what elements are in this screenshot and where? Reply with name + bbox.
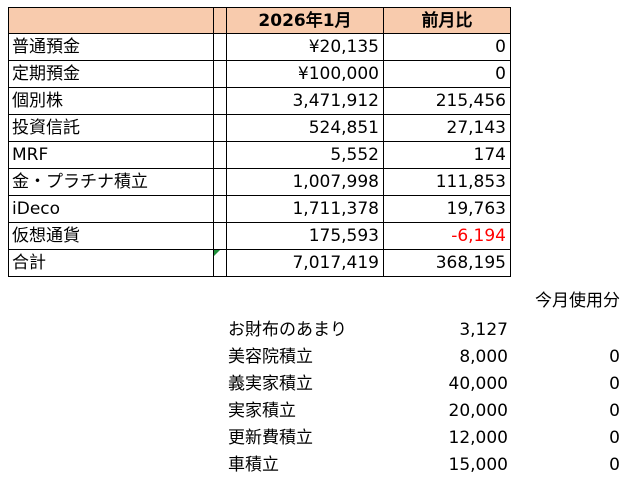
usage-item-amount[interactable]: 12,000 <box>448 428 508 448</box>
row-gap-cell[interactable] <box>214 115 227 142</box>
header-month-cell[interactable]: 2026年1月 <box>227 7 384 34</box>
row-value-cell[interactable]: ¥20,135 <box>227 34 384 61</box>
usage-item-amount[interactable]: 8,000 <box>459 347 508 367</box>
row-value-cell[interactable]: 524,851 <box>227 115 384 142</box>
usage-item-used[interactable]: 0 <box>609 374 620 394</box>
usage-item-name[interactable]: 義実家積立 <box>228 374 313 394</box>
usage-item-amount[interactable]: 15,000 <box>448 455 508 475</box>
row-gap-cell[interactable] <box>214 142 227 169</box>
row-diff-cell[interactable]: 0 <box>384 34 511 61</box>
usage-item-amount[interactable]: 40,000 <box>448 374 508 394</box>
row-name-cell[interactable]: 投資信託 <box>8 115 214 142</box>
row-diff-cell[interactable]: 27,143 <box>384 115 511 142</box>
usage-item-name[interactable]: 実家積立 <box>228 401 296 421</box>
usage-item-amount[interactable]: 20,000 <box>448 401 508 421</box>
usage-column-header[interactable]: 今月使用分 <box>535 291 620 311</box>
usage-item-name[interactable]: お財布のあまり <box>228 320 347 340</box>
usage-item-name[interactable]: 美容院積立 <box>228 347 313 367</box>
row-name-cell[interactable]: 仮想通貨 <box>8 223 214 250</box>
usage-item-amount[interactable]: 3,127 <box>459 320 508 340</box>
row-value-cell[interactable]: 7,017,419 <box>227 250 384 277</box>
row-gap-cell[interactable] <box>214 34 227 61</box>
row-diff-cell[interactable]: 215,456 <box>384 88 511 115</box>
usage-item-name[interactable]: 車積立 <box>228 455 279 475</box>
row-gap-cell[interactable] <box>214 250 227 277</box>
row-diff-cell[interactable]: 19,763 <box>384 196 511 223</box>
row-name-cell[interactable]: 定期預金 <box>8 61 214 88</box>
usage-item-used[interactable]: 0 <box>609 401 620 421</box>
row-gap-cell[interactable] <box>214 196 227 223</box>
row-diff-cell[interactable]: 111,853 <box>384 169 511 196</box>
usage-item-used[interactable]: 0 <box>609 428 620 448</box>
usage-item-used[interactable]: 0 <box>609 347 620 367</box>
row-diff-cell[interactable]: 368,195 <box>384 250 511 277</box>
header-diff-cell[interactable]: 前月比 <box>384 7 511 34</box>
row-diff-cell-negative[interactable]: -6,194 <box>384 223 511 250</box>
usage-item-name[interactable]: 更新費積立 <box>228 428 313 448</box>
header-name-cell[interactable] <box>8 7 214 34</box>
row-name-cell[interactable]: iDeco <box>8 196 214 223</box>
row-value-cell[interactable]: 1,007,998 <box>227 169 384 196</box>
row-gap-cell[interactable] <box>214 61 227 88</box>
row-value-cell[interactable]: 175,593 <box>227 223 384 250</box>
row-gap-cell[interactable] <box>214 169 227 196</box>
row-name-cell[interactable]: 合計 <box>8 250 214 277</box>
row-name-cell[interactable]: 普通預金 <box>8 34 214 61</box>
row-name-cell[interactable]: 金・プラチナ積立 <box>8 169 214 196</box>
row-value-cell[interactable]: 1,711,378 <box>227 196 384 223</box>
row-diff-cell[interactable]: 0 <box>384 61 511 88</box>
row-value-cell[interactable]: 5,552 <box>227 142 384 169</box>
row-gap-cell[interactable] <box>214 223 227 250</box>
header-gap-cell[interactable] <box>214 7 227 34</box>
row-gap-cell[interactable] <box>214 88 227 115</box>
row-name-cell[interactable]: MRF <box>8 142 214 169</box>
row-value-cell[interactable]: 3,471,912 <box>227 88 384 115</box>
error-indicator-icon <box>214 250 220 256</box>
row-name-cell[interactable]: 個別株 <box>8 88 214 115</box>
row-diff-cell[interactable]: 174 <box>384 142 511 169</box>
usage-item-used[interactable]: 0 <box>609 455 620 475</box>
row-value-cell[interactable]: ¥100,000 <box>227 61 384 88</box>
